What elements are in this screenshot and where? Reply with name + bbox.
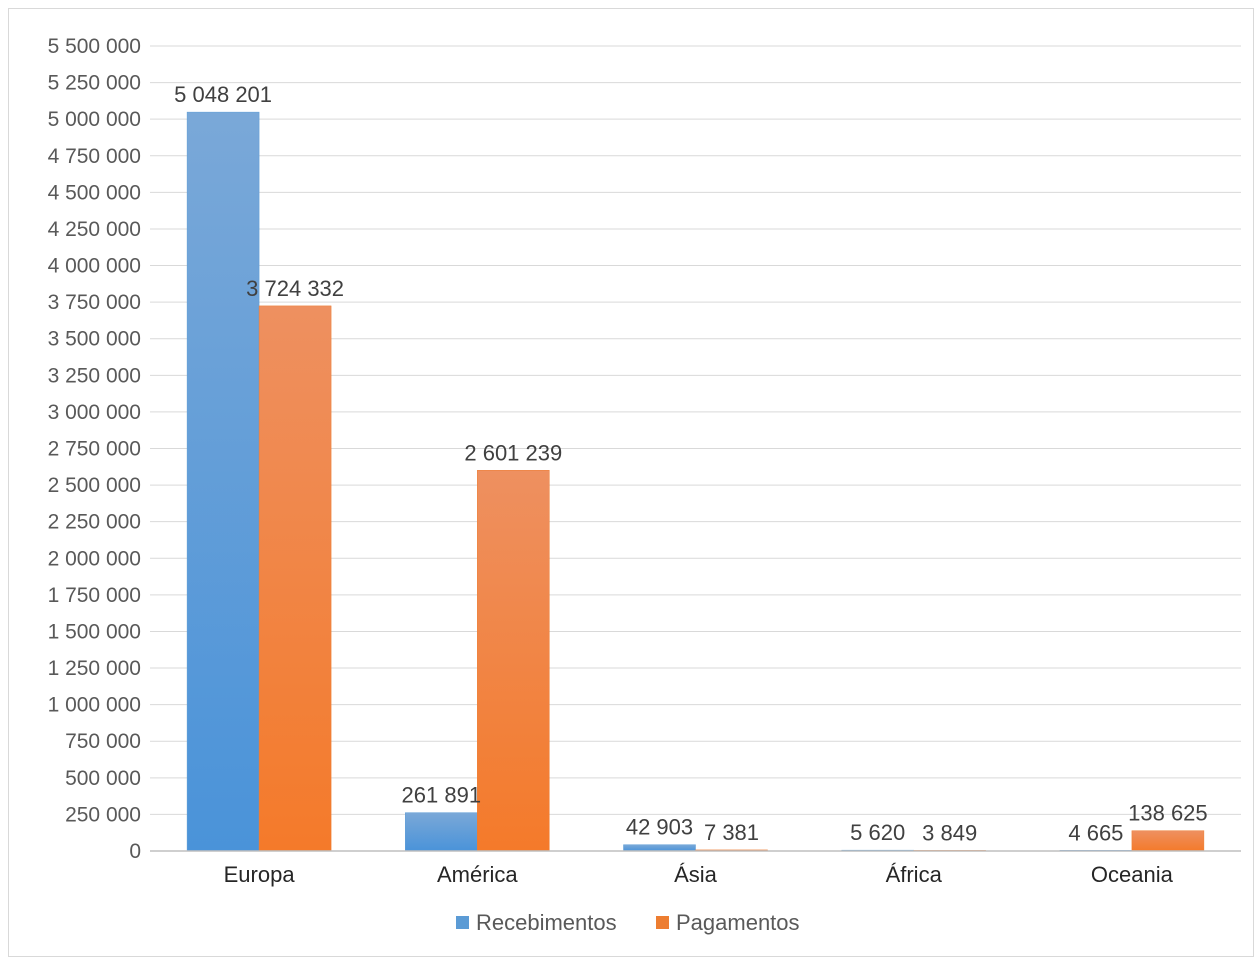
bar-pagamentos-4 [1131,830,1205,852]
category-labels: Europa América Ásia África Oceania [224,862,1174,887]
category-label: Oceania [1091,862,1174,887]
y-tick-label: 3 500 000 [48,328,141,351]
y-tick-label: 5 500 000 [48,35,141,58]
data-label: 2 601 239 [464,440,562,465]
gridlines [150,45,1241,815]
chart-frame: 0 250 000 500 000 750 000 1 000 000 1 250 000… [8,8,1254,957]
y-tick-label: 4 500 000 [48,181,141,204]
bar-recebimentos-0 [186,111,260,852]
y-tick-label: 1 500 000 [48,620,141,643]
data-label: 5 048 201 [174,82,272,107]
category-label: Ásia [674,862,718,887]
y-tick-label: 3 250 000 [48,364,141,387]
data-label: 42 903 [626,815,693,840]
y-tick-label: 4 750 000 [48,145,141,168]
bar-pagamentos-0 [258,305,332,852]
y-tick-label: 2 250 000 [48,511,141,534]
legend-swatch-recebimentos [456,916,469,929]
legend: Recebimentos Pagamentos [456,910,800,935]
bar-pagamentos-1 [477,470,550,852]
y-tick-label: 5 000 000 [48,108,141,131]
y-tick-label: 250 000 [65,803,141,826]
legend-swatch-pagamentos [656,916,669,929]
y-tick-label: 5 250 000 [48,72,141,95]
y-tick-label: 4 250 000 [48,218,141,241]
y-axis-ticks: 0 250 000 500 000 750 000 1 000 000 1 250 000… [48,35,141,863]
y-tick-label: 750 000 [65,730,141,753]
y-tick-label: 4 000 000 [48,255,141,278]
legend-label: Recebimentos [476,910,617,935]
bars [186,111,1205,852]
data-label: 3 724 332 [246,276,344,301]
y-tick-label: 1 000 000 [48,694,141,717]
category-label: América [437,862,518,887]
legend-label: Pagamentos [676,910,800,935]
data-label: 5 620 [850,820,905,845]
data-label: 138 625 [1128,801,1208,826]
category-label: Europa [224,862,296,887]
bar-chart: 0 250 000 500 000 750 000 1 000 000 1 250 000… [48,35,1241,935]
data-label: 261 891 [402,783,482,808]
y-tick-label: 2 500 000 [48,474,141,497]
data-labels: 5 048 201 3 724 332 261 891 2 601 239 42 903… [174,82,1208,845]
y-tick-label: 2 000 000 [48,547,141,570]
data-label: 7 381 [704,820,759,845]
y-tick-label: 3 750 000 [48,291,141,314]
y-tick-label: 2 750 000 [48,438,141,461]
data-label: 3 849 [922,820,977,845]
bar-recebimentos-1 [405,812,478,852]
y-tick-label: 500 000 [65,767,141,790]
y-tick-label: 1 250 000 [48,657,141,680]
category-label: África [886,862,943,887]
y-tick-label: 3 000 000 [48,401,141,424]
y-tick-label: 0 [129,840,141,863]
y-tick-label: 1 750 000 [48,584,141,607]
data-label: 4 665 [1068,820,1123,845]
bar-recebimentos-2 [623,844,696,852]
